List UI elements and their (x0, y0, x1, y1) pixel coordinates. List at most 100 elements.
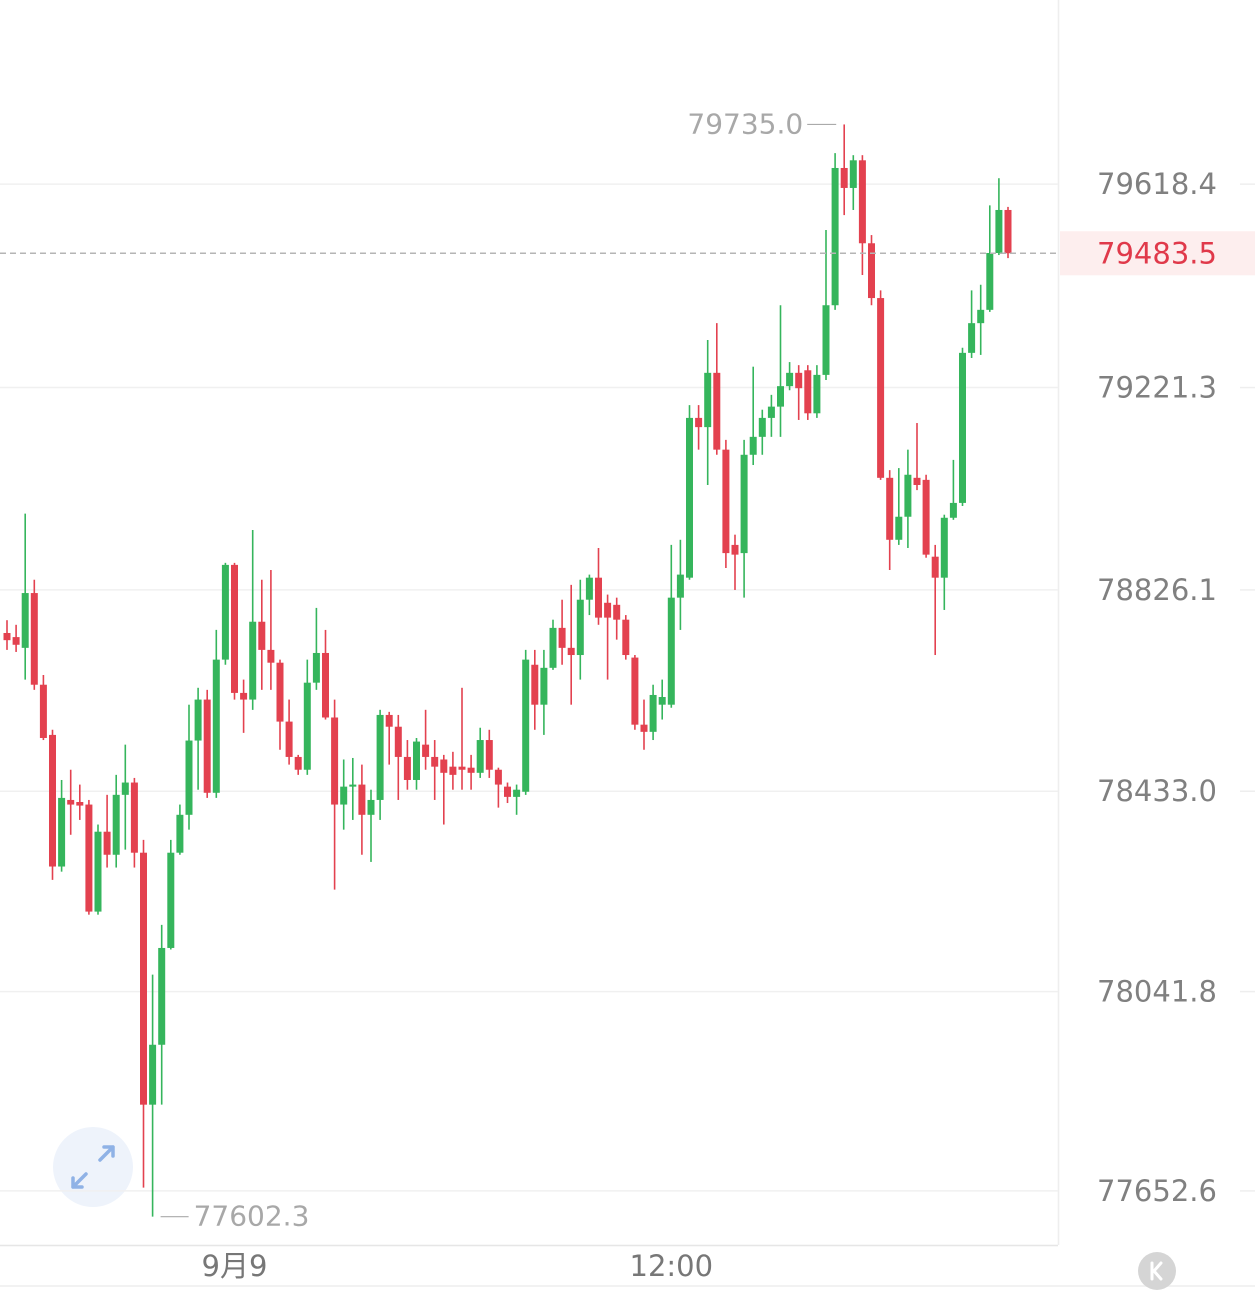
candle-body (39, 684, 47, 738)
candle-body (858, 160, 866, 244)
candle-body (640, 724, 648, 732)
candle-body (112, 794, 120, 855)
y-tick-label: 78826.1 (1097, 573, 1217, 607)
candle-body (340, 786, 348, 805)
candle-body (686, 417, 693, 578)
candle-body (704, 372, 712, 428)
candle-body (249, 621, 257, 700)
candle-body (849, 160, 857, 188)
candle-body (358, 784, 366, 815)
candle-body (1004, 209, 1012, 254)
kline-button[interactable] (1138, 1252, 1176, 1290)
candle-body (831, 167, 839, 306)
candle-body (549, 627, 557, 668)
candle-body (522, 659, 530, 792)
kline-button-bg (1138, 1252, 1176, 1290)
candle-body (349, 784, 357, 787)
candle-body (403, 756, 411, 780)
candle-body (767, 406, 775, 418)
candle-body (986, 252, 994, 310)
candle-body (740, 454, 748, 554)
candle-body (413, 741, 420, 780)
candle-body (695, 417, 703, 428)
candle-body (258, 621, 266, 650)
x-tick-label: 9月9 (202, 1249, 268, 1283)
candle-body (267, 649, 275, 663)
candle-body (67, 799, 75, 805)
candle-body (731, 544, 739, 555)
candle-body (376, 714, 384, 800)
x-tick-label: 12:00 (630, 1249, 714, 1283)
candle-body (49, 734, 56, 867)
candle-body (822, 305, 830, 375)
candle-body (667, 597, 675, 705)
candle-body (604, 602, 612, 618)
candle-body (513, 789, 521, 797)
candle-body (813, 374, 821, 414)
candle-body (658, 697, 666, 705)
candle-body (613, 604, 621, 620)
candle-body (367, 799, 375, 815)
candle-body (540, 667, 548, 705)
candle-body (676, 574, 684, 598)
candle-body (649, 694, 657, 732)
candle-body (558, 627, 566, 648)
candle-body (722, 449, 730, 554)
candle-body (385, 714, 393, 727)
y-tick-label: 77652.6 (1097, 1174, 1217, 1208)
candle-body (12, 637, 20, 645)
candle-body (959, 352, 966, 503)
candle-body (194, 699, 202, 741)
candle-body (585, 577, 593, 600)
candle-body (85, 804, 93, 912)
low-label: 77602.3 (194, 1200, 310, 1233)
expand-icon (71, 1145, 115, 1189)
candle-body (21, 593, 29, 648)
candle-body (94, 831, 102, 912)
candle-body (531, 664, 539, 705)
expand-button-bg (53, 1127, 133, 1207)
candle-body (940, 517, 948, 578)
candle-body (504, 786, 511, 797)
candle-body (576, 599, 584, 656)
candle-body (185, 740, 193, 815)
candle-body (949, 502, 957, 518)
candle-body (176, 814, 184, 853)
candle-body (476, 740, 484, 773)
candle-body (312, 652, 320, 683)
candle-body (749, 436, 757, 455)
high-label: 79735.0 (687, 107, 803, 140)
candle-body (840, 167, 848, 188)
candle-body (995, 209, 1003, 253)
candle-body (303, 682, 311, 770)
candle-body (58, 797, 66, 867)
current-price-box (1060, 231, 1255, 276)
candle-body (968, 323, 976, 353)
candle-body (449, 766, 457, 775)
candle-body (422, 744, 430, 757)
candle-body (331, 717, 339, 805)
candle-body (440, 759, 448, 773)
candle-body (786, 372, 794, 387)
candle-body (294, 756, 302, 770)
candle-body (103, 831, 111, 855)
candle-body (221, 564, 229, 660)
candle-body (713, 372, 721, 450)
candle-body (758, 417, 766, 437)
y-tick-label: 78433.0 (1097, 774, 1217, 808)
candle-body (977, 309, 985, 324)
candle-body (394, 726, 402, 757)
kline-icon (1150, 1261, 1163, 1281)
candle-body (485, 740, 493, 770)
candle-body (121, 782, 129, 795)
candle-body (140, 852, 147, 1105)
candle-body (130, 782, 138, 853)
candle-body (149, 1044, 157, 1105)
candle-body (595, 577, 602, 618)
candle-body (567, 647, 575, 656)
expand-button[interactable] (53, 1127, 133, 1207)
candle-body (886, 477, 894, 540)
candle-body (494, 769, 502, 785)
candle-body (167, 852, 175, 948)
candle-body (240, 692, 248, 700)
